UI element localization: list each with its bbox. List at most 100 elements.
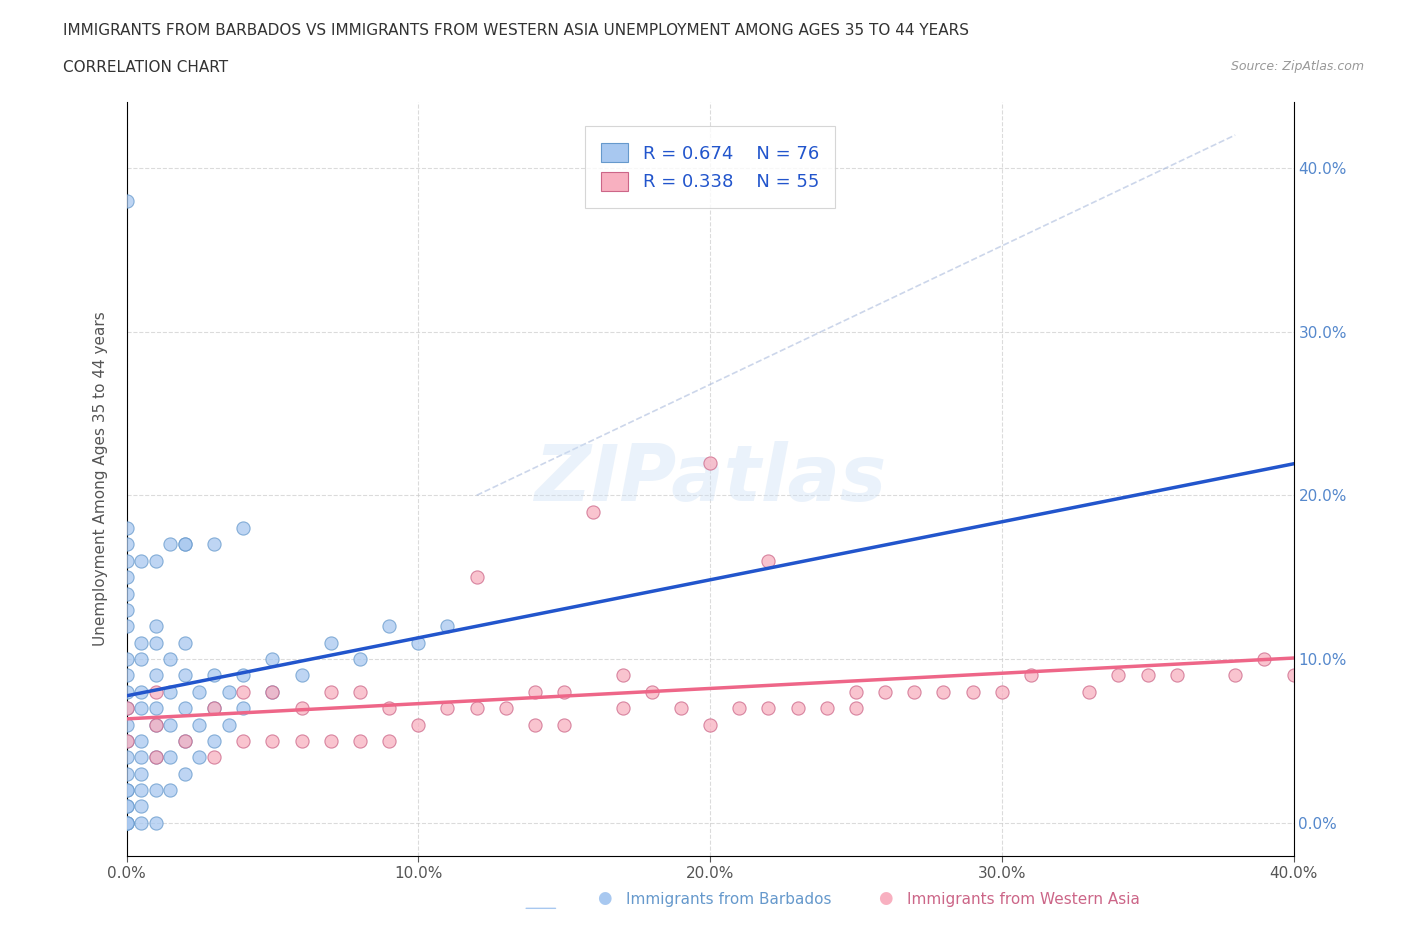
Point [262,734,284,749]
Point [756,701,779,716]
Point [145,783,167,798]
Point [159,750,181,764]
Point [188,684,211,699]
Point [188,717,211,732]
Point [524,717,547,732]
Text: ZIPatlas: ZIPatlas [534,441,886,517]
Point [640,684,664,699]
Point [699,455,721,470]
Point [756,553,779,568]
Point [115,750,138,764]
Point [319,734,342,749]
Point [378,701,401,716]
Point [145,618,167,633]
Point [232,734,254,749]
Point [495,701,517,716]
Point [159,783,181,798]
Point [582,504,605,519]
Point [1136,668,1159,683]
Point [553,717,575,732]
Point [129,701,152,716]
Point [436,701,458,716]
Point [129,766,152,781]
Point [319,684,342,699]
Point [553,684,575,699]
Point [145,553,167,568]
Point [145,635,167,650]
Point [174,668,197,683]
Point [115,783,138,798]
Point [612,701,634,716]
Point [174,766,197,781]
Point [115,816,138,830]
Point [159,537,181,551]
Point [115,618,138,633]
Point [1108,668,1130,683]
Point [115,701,138,716]
Point [202,750,225,764]
Point [145,668,167,683]
Point [174,701,197,716]
Point [218,717,240,732]
Point [202,734,225,749]
Point [129,816,152,830]
Text: ●: ● [598,889,612,907]
Point [349,684,371,699]
Text: IMMIGRANTS FROM BARBADOS VS IMMIGRANTS FROM WESTERN ASIA UNEMPLOYMENT AMONG AGES: IMMIGRANTS FROM BARBADOS VS IMMIGRANTS F… [63,23,969,38]
Point [129,750,152,764]
Point [174,537,197,551]
Point [319,635,342,650]
Point [115,570,138,585]
Point [115,816,138,830]
Y-axis label: Unemployment Among Ages 35 to 44 years: Unemployment Among Ages 35 to 44 years [93,312,108,646]
Point [129,635,152,650]
Point [129,799,152,814]
Point [115,783,138,798]
Point [145,816,167,830]
Point [786,701,808,716]
Point [115,734,138,749]
Point [408,635,430,650]
Point [290,734,312,749]
Point [1078,684,1101,699]
Point [1019,668,1042,683]
Point [115,193,138,208]
Text: CORRELATION CHART: CORRELATION CHART [63,60,228,75]
Point [115,668,138,683]
Point [174,635,197,650]
Point [115,816,138,830]
Point [845,684,868,699]
Point [174,537,197,551]
Point [990,684,1012,699]
Point [115,521,138,536]
Point [145,701,167,716]
Point [202,701,225,716]
Point [174,734,197,749]
Point [202,668,225,683]
Point [115,553,138,568]
Point [115,701,138,716]
Point [524,684,547,699]
Point [349,734,371,749]
Point [962,684,984,699]
Point [465,701,488,716]
Point [188,750,211,764]
Point [232,521,254,536]
Point [845,701,868,716]
Point [669,701,692,716]
Point [262,684,284,699]
Point [129,734,152,749]
Point [129,652,152,667]
Point [145,717,167,732]
Point [129,684,152,699]
Point [815,701,838,716]
Point [129,553,152,568]
Point [129,783,152,798]
Point [699,717,721,732]
Text: Immigrants from Western Asia: Immigrants from Western Asia [907,892,1140,907]
Point [115,734,138,749]
Point [159,652,181,667]
Point [612,668,634,683]
Point [1253,652,1275,667]
Text: Immigrants from Barbados: Immigrants from Barbados [626,892,831,907]
